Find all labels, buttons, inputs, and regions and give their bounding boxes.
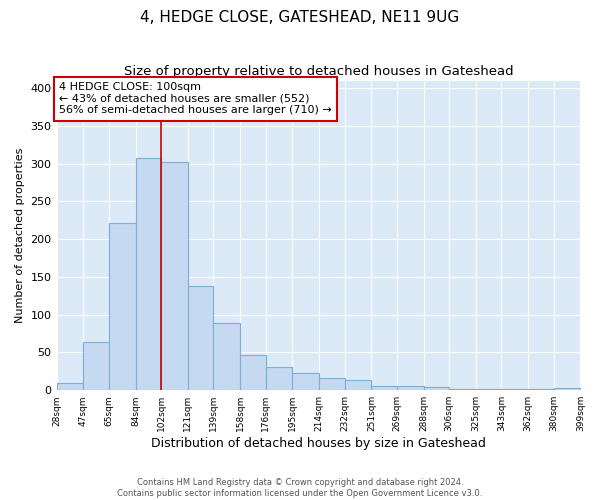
Text: 4, HEDGE CLOSE, GATESHEAD, NE11 9UG: 4, HEDGE CLOSE, GATESHEAD, NE11 9UG bbox=[140, 10, 460, 25]
Bar bbox=[476, 388, 502, 390]
X-axis label: Distribution of detached houses by size in Gateshead: Distribution of detached houses by size … bbox=[151, 437, 486, 450]
Title: Size of property relative to detached houses in Gateshead: Size of property relative to detached ho… bbox=[124, 65, 514, 78]
Bar bbox=[161, 162, 188, 390]
Bar bbox=[266, 367, 292, 390]
Bar bbox=[214, 323, 240, 390]
Bar bbox=[424, 387, 449, 390]
Bar bbox=[109, 222, 136, 390]
Bar bbox=[292, 373, 319, 390]
Bar bbox=[397, 386, 424, 390]
Bar bbox=[319, 378, 344, 390]
Bar bbox=[371, 386, 397, 390]
Bar bbox=[136, 158, 161, 390]
Text: 4 HEDGE CLOSE: 100sqm
← 43% of detached houses are smaller (552)
56% of semi-det: 4 HEDGE CLOSE: 100sqm ← 43% of detached … bbox=[59, 82, 332, 116]
Y-axis label: Number of detached properties: Number of detached properties bbox=[15, 148, 25, 323]
Text: Contains HM Land Registry data © Crown copyright and database right 2024.
Contai: Contains HM Land Registry data © Crown c… bbox=[118, 478, 482, 498]
Bar bbox=[240, 356, 266, 390]
Bar bbox=[56, 384, 83, 390]
Bar bbox=[188, 286, 214, 390]
Bar bbox=[83, 342, 109, 390]
Bar bbox=[344, 380, 371, 390]
Bar bbox=[554, 388, 580, 390]
